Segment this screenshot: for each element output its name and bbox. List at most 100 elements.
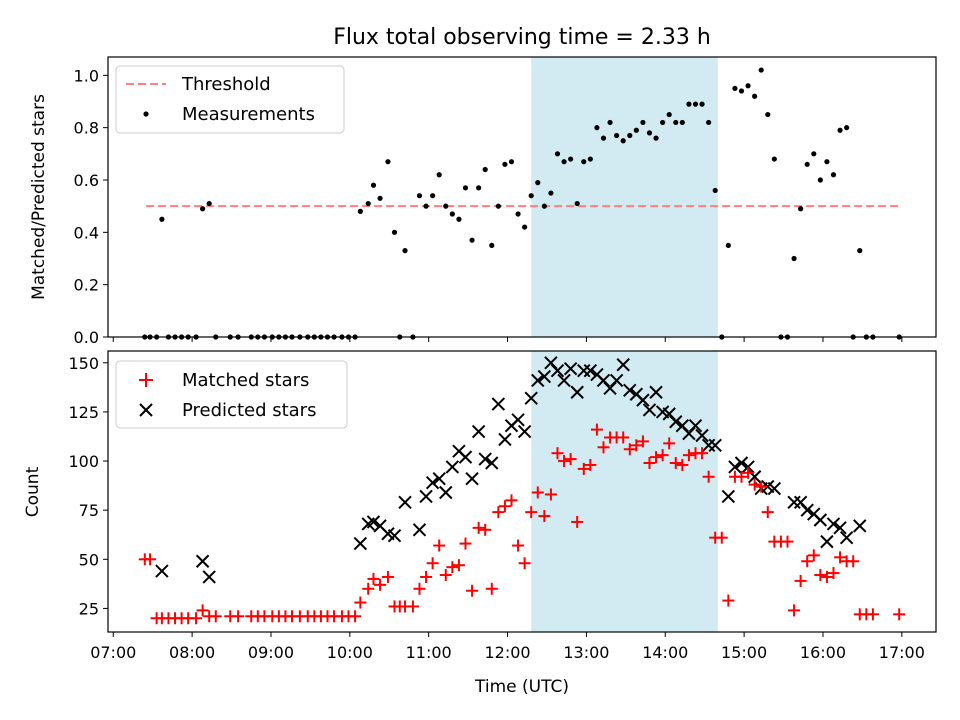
matched-star-point — [781, 535, 794, 548]
x-tick-label: 13:00 — [563, 643, 609, 662]
matched-star-point — [492, 506, 505, 519]
measurement-point — [430, 193, 436, 199]
predicted-star-point — [721, 489, 736, 504]
measurement-point — [607, 119, 613, 126]
predicted-star-point — [728, 460, 742, 474]
top-y-tick-label: 0.0 — [74, 328, 99, 347]
measurement-point — [436, 172, 442, 178]
measurement-point — [758, 67, 764, 73]
predicted-star-point — [787, 495, 801, 510]
measurement-point — [817, 177, 823, 183]
predicted-star-point — [366, 515, 381, 529]
chart-title: Flux total observing time = 2.33 h — [333, 25, 711, 50]
predicted-star-point — [669, 415, 683, 429]
matched-star-point — [630, 439, 643, 452]
measurement-point — [646, 130, 653, 136]
measurement-point — [423, 203, 429, 209]
predicted-star-point — [636, 393, 650, 407]
matched-star-point — [232, 610, 245, 623]
measurement-point — [482, 166, 488, 173]
matched-star-point — [663, 437, 676, 450]
measurement-point — [837, 127, 843, 133]
predicted-star-point — [491, 397, 506, 411]
measurement-point — [666, 111, 672, 118]
legend-predicted-label: Predicted stars — [182, 400, 316, 421]
measurement-point — [587, 156, 593, 162]
measurement-point — [377, 195, 383, 201]
predicted-star-point — [465, 472, 479, 486]
matched-star-point — [479, 523, 492, 536]
bottom-y-tick-label: 100 — [68, 452, 99, 471]
matched-star-point — [834, 551, 847, 564]
matched-star-point — [748, 478, 761, 491]
measurement-point — [402, 248, 408, 254]
matched-star-point — [426, 557, 439, 570]
measurement-point — [653, 135, 659, 141]
legend-measurements-swatch — [143, 111, 149, 117]
x-tick-label: 08:00 — [169, 643, 215, 662]
measurement-point — [725, 242, 731, 249]
measurement-point — [594, 125, 600, 131]
predicted-star-point — [853, 519, 867, 533]
matched-star-point — [788, 604, 801, 617]
measurement-point — [535, 180, 541, 186]
measurement-point — [476, 185, 482, 191]
matched-star-point — [636, 435, 649, 448]
matched-star-point — [650, 451, 663, 464]
predicted-star-point — [445, 460, 460, 474]
measurement-point — [385, 159, 391, 165]
predicted-star-point — [583, 363, 598, 378]
measurement-point — [857, 248, 863, 254]
matched-star-point — [702, 470, 715, 483]
x-tick-label: 16:00 — [800, 643, 846, 662]
predicted-star-point — [398, 495, 412, 510]
measurement-point — [206, 200, 212, 207]
measurement-point — [692, 101, 699, 107]
bottom-axes-frame — [107, 350, 937, 633]
measurement-point — [200, 206, 206, 212]
matched-star-point — [801, 555, 814, 568]
measurement-point — [620, 138, 626, 144]
legend-predicted-swatch — [139, 403, 153, 417]
predicted-star-point — [839, 530, 854, 545]
matched-star-point — [538, 510, 551, 523]
top-panel: 0.0 0.2 0.4 0.6 0.8 1.0 Matched/Predicted sta… — [29, 56, 937, 347]
measurement-point — [508, 159, 515, 165]
bottom-highlight-band — [531, 351, 718, 632]
predicted-star-point — [800, 503, 814, 517]
matched-star-point — [196, 604, 209, 617]
x-tick-label: 14:00 — [642, 643, 688, 662]
predicted-star-point — [734, 456, 749, 470]
measurement-point — [416, 193, 423, 199]
measurement-point — [640, 119, 646, 126]
matched-star-point — [413, 582, 426, 595]
measurement-point — [456, 216, 462, 222]
matched-star-point — [349, 610, 362, 623]
predicted-star-point — [511, 413, 525, 427]
measurement-point — [495, 203, 501, 209]
measurement-point — [568, 156, 574, 162]
measurement-point — [502, 161, 508, 167]
predicted-star-point — [524, 391, 538, 405]
matched-star-point — [190, 612, 203, 625]
measurement-point — [391, 229, 398, 235]
predicted-star-point — [517, 424, 532, 439]
measurement-point — [561, 159, 567, 165]
matched-star-point — [676, 458, 689, 471]
measurement-point — [469, 237, 475, 243]
predicted-star-point — [609, 373, 624, 388]
matched-star-point — [577, 462, 590, 475]
predicted-star-point — [485, 456, 499, 470]
x-tick-label: 15:00 — [721, 643, 767, 662]
predicted-star-point — [833, 521, 847, 535]
matched-star-point — [584, 458, 597, 471]
matched-star-point — [406, 600, 419, 613]
matched-star-point — [597, 441, 610, 454]
measurement-point — [462, 185, 469, 191]
matched-star-point — [617, 431, 630, 444]
measurement-point — [449, 211, 455, 217]
measurement-point — [824, 159, 830, 165]
measurement-point — [745, 83, 751, 89]
predicted-star-point — [649, 385, 663, 399]
